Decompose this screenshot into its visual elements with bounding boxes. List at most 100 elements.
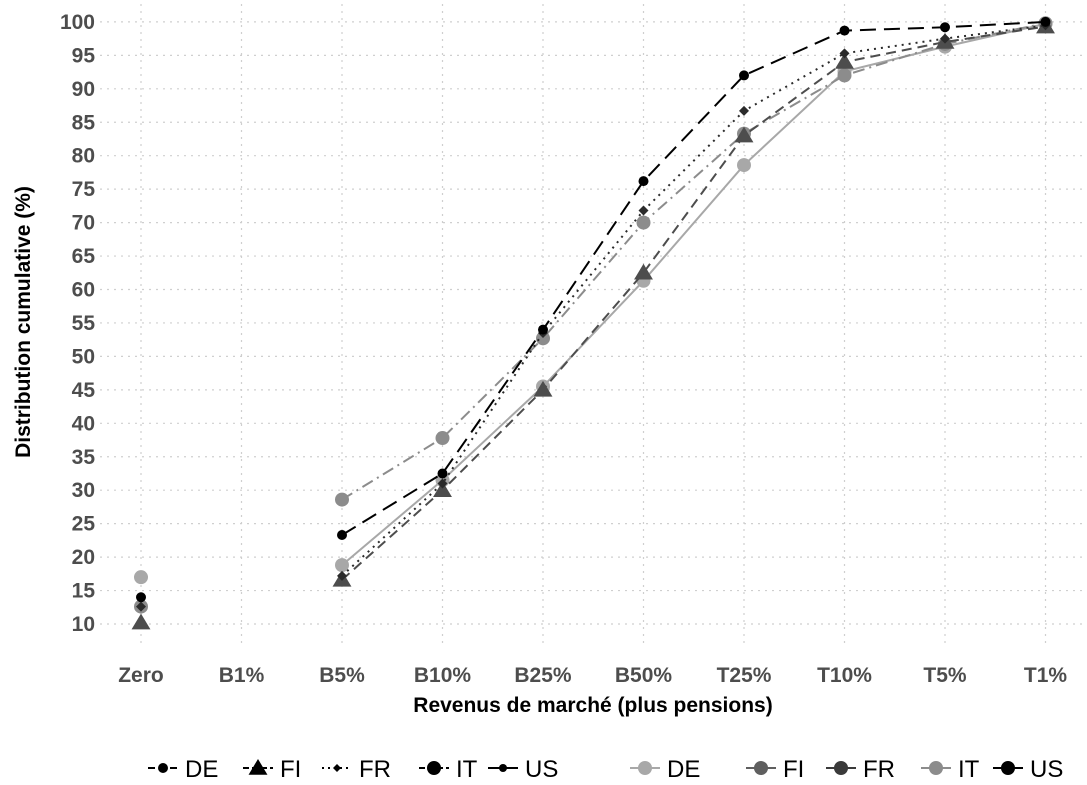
x-tick-label: B25%	[514, 664, 572, 687]
data-point	[337, 530, 347, 541]
x-tick-label: T10%	[817, 664, 872, 687]
series-line-us	[341, 22, 1046, 566]
y-tick-label: 65	[72, 245, 96, 268]
y-tick-label: 30	[72, 479, 95, 502]
y-tick-label: 60	[72, 279, 95, 302]
data-point	[337, 570, 347, 581]
data-point	[940, 22, 950, 33]
series-it	[134, 16, 1053, 614]
y-tick-label: 35	[72, 446, 96, 469]
data-point	[634, 263, 653, 280]
legend-key-marker	[499, 764, 507, 772]
data-point	[638, 176, 649, 187]
data-point	[136, 592, 146, 603]
data-point	[437, 478, 448, 489]
y-tick-label: 70	[72, 212, 95, 235]
legend-label: US	[525, 756, 558, 783]
legend-label: IT	[456, 756, 478, 783]
legend-label: DE	[185, 756, 218, 783]
legend-item-it: IT	[419, 756, 478, 783]
legend-key-marker	[427, 761, 441, 775]
data-point	[636, 215, 651, 230]
data-point	[435, 431, 450, 446]
legend-item-it: IT	[921, 756, 980, 783]
series-layer	[131, 16, 1055, 630]
y-tick-label: 55	[72, 312, 96, 335]
legend-key-marker	[158, 763, 168, 773]
legend-key-marker	[929, 761, 943, 775]
y-tick-label: 95	[72, 44, 96, 67]
x-tick-label: B50%	[615, 664, 673, 687]
data-point	[839, 48, 850, 59]
x-axis-ticks: Zero B1% B5% B10% B25% B50% T25% T10% T5% T1%	[118, 664, 1067, 687]
data-point	[839, 25, 850, 36]
y-tick-label: 45	[72, 379, 96, 402]
y-axis-ticks: 10 15 20 25 30 35 40 45 50 55 60 65 70 75 80 85 90 95 100	[60, 11, 95, 636]
data-point	[433, 481, 452, 497]
y-tick-label: 15	[72, 580, 96, 603]
data-point	[940, 33, 950, 44]
x-tick-label: T5%	[923, 664, 967, 687]
legend-item-fi: FI	[243, 756, 301, 783]
data-point	[737, 158, 751, 173]
y-tick-label: 50	[72, 345, 95, 368]
data-point	[131, 613, 151, 630]
y-tick-label: 40	[72, 412, 95, 435]
data-point	[536, 331, 550, 346]
series-de	[136, 16, 1051, 603]
legend-key-marker	[248, 759, 268, 775]
legend-label: FI	[280, 756, 301, 783]
data-point	[533, 380, 553, 397]
x-tick-label: B5%	[319, 664, 365, 687]
x-tick-label: B10%	[414, 664, 472, 687]
data-point	[335, 492, 349, 507]
series-us	[134, 16, 1053, 585]
legend-item-fi: FI	[746, 756, 804, 783]
series-line-fi	[341, 25, 1046, 581]
data-point	[538, 324, 548, 335]
x-tick-label: T1%	[1024, 664, 1068, 687]
series-line-it	[341, 22, 1046, 501]
data-point	[837, 68, 852, 83]
series-line-de	[341, 20, 1046, 536]
legend-key-marker	[1001, 761, 1015, 775]
legend-key-marker	[834, 761, 848, 775]
data-point	[134, 570, 148, 585]
legend: DE FI FR IT US DE FI FR IT US	[148, 756, 1063, 783]
data-point	[437, 468, 448, 479]
legend-label: FR	[863, 756, 895, 783]
series-fr	[136, 20, 1051, 612]
data-point	[734, 126, 754, 143]
legend-item-fr: FR	[322, 756, 391, 783]
legend-label: IT	[958, 756, 980, 783]
y-tick-label: 80	[72, 145, 95, 168]
legend-item-de: DE	[630, 756, 700, 783]
series-line-fr	[341, 24, 1046, 577]
y-tick-label: 75	[72, 178, 96, 201]
y-tick-label: 90	[72, 78, 95, 101]
legend-key-marker	[754, 761, 768, 775]
legend-key-marker	[638, 761, 652, 775]
legend-label: US	[1030, 756, 1063, 783]
y-tick-label: 20	[72, 546, 95, 569]
legend-label: DE	[667, 756, 700, 783]
y-axis-title: Distribution cumulative (%)	[12, 186, 35, 458]
series-fi	[131, 17, 1055, 630]
y-tick-label: 85	[72, 111, 96, 134]
legend-item-fr: FR	[826, 756, 895, 783]
y-tick-label: 25	[72, 513, 96, 536]
y-tick-label: 100	[60, 11, 95, 34]
data-point	[835, 53, 854, 69]
legend-label: FI	[783, 756, 804, 783]
legend-label: FR	[359, 756, 391, 783]
legend-key-marker	[333, 764, 341, 772]
x-tick-label: Zero	[118, 664, 164, 687]
y-tick-label: 10	[72, 613, 95, 636]
data-point	[1040, 16, 1051, 27]
x-axis-title: Revenus de marché (plus pensions)	[413, 694, 772, 717]
x-tick-label: T25%	[717, 664, 772, 687]
x-tick-label: B1%	[219, 664, 265, 687]
legend-item-us: US	[488, 756, 558, 783]
